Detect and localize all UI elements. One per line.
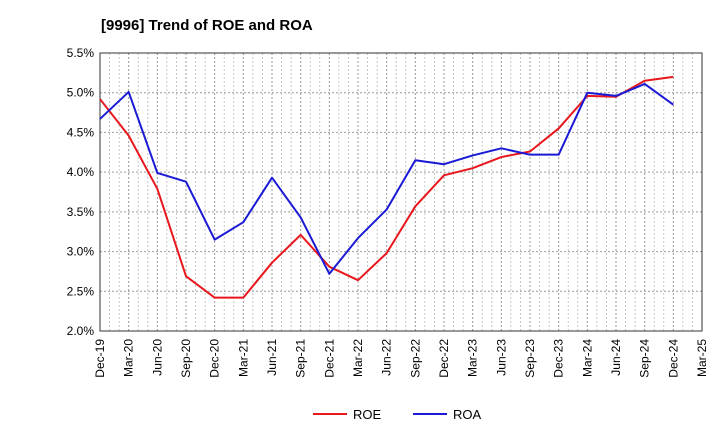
x-tick-label: Dec-21 bbox=[322, 339, 336, 378]
y-tick-label: 4.0% bbox=[67, 165, 95, 179]
series-lines bbox=[99, 75, 674, 299]
x-tick-label: Dec-20 bbox=[208, 339, 222, 378]
x-tick-label: Mar-21 bbox=[236, 339, 250, 377]
x-tick-label: Jun-21 bbox=[265, 339, 279, 376]
x-tick-label: Dec-22 bbox=[437, 339, 451, 378]
x-tick-label: Jun-22 bbox=[380, 339, 394, 376]
x-tick-label: Mar-25 bbox=[695, 339, 709, 377]
x-tick-label: Dec-23 bbox=[552, 339, 566, 378]
legend-label-roa: ROA bbox=[453, 407, 482, 422]
x-tick-label: Sep-21 bbox=[294, 339, 308, 378]
axes: 2.0% 2.5% 3.0% 3.5% 4.0% 4.5% 5.0% 5.5% Dec-19 Ma… bbox=[67, 46, 709, 378]
y-tick-label: 3.0% bbox=[67, 245, 95, 259]
x-tick-label: Dec-24 bbox=[666, 339, 680, 378]
plot-border bbox=[99, 52, 703, 332]
x-tick-label: Jun-23 bbox=[494, 339, 508, 376]
x-tick-label: Mar-20 bbox=[122, 339, 136, 377]
x-tick-label: Mar-22 bbox=[351, 339, 365, 377]
series-line-roa bbox=[99, 82, 674, 275]
y-tick-label: 5.0% bbox=[67, 86, 95, 100]
x-tick-label: Sep-20 bbox=[179, 339, 193, 378]
y-tick-label: 2.5% bbox=[67, 284, 95, 298]
y-tick-label: 2.0% bbox=[67, 324, 95, 338]
y-tick-label: 4.5% bbox=[67, 125, 95, 139]
x-tick-label: Jun-20 bbox=[150, 339, 164, 376]
x-tick-label: Jun-24 bbox=[609, 339, 623, 376]
x-tick-label: Mar-24 bbox=[580, 339, 594, 377]
chart-title: [9996] Trend of ROE and ROA bbox=[101, 17, 313, 34]
legend: ROE ROA bbox=[313, 407, 482, 422]
y-tick-label: 3.5% bbox=[67, 205, 95, 219]
y-tick-label: 5.5% bbox=[67, 46, 95, 60]
x-tick-label: Mar-23 bbox=[466, 339, 480, 377]
x-tick-label: Sep-23 bbox=[523, 339, 537, 378]
legend-label-roe: ROE bbox=[353, 407, 382, 422]
x-tick-label: Dec-19 bbox=[93, 339, 107, 378]
x-tick-label: Sep-22 bbox=[408, 339, 422, 378]
series-line-roe bbox=[99, 75, 674, 299]
x-tick-label: Sep-24 bbox=[638, 339, 652, 378]
